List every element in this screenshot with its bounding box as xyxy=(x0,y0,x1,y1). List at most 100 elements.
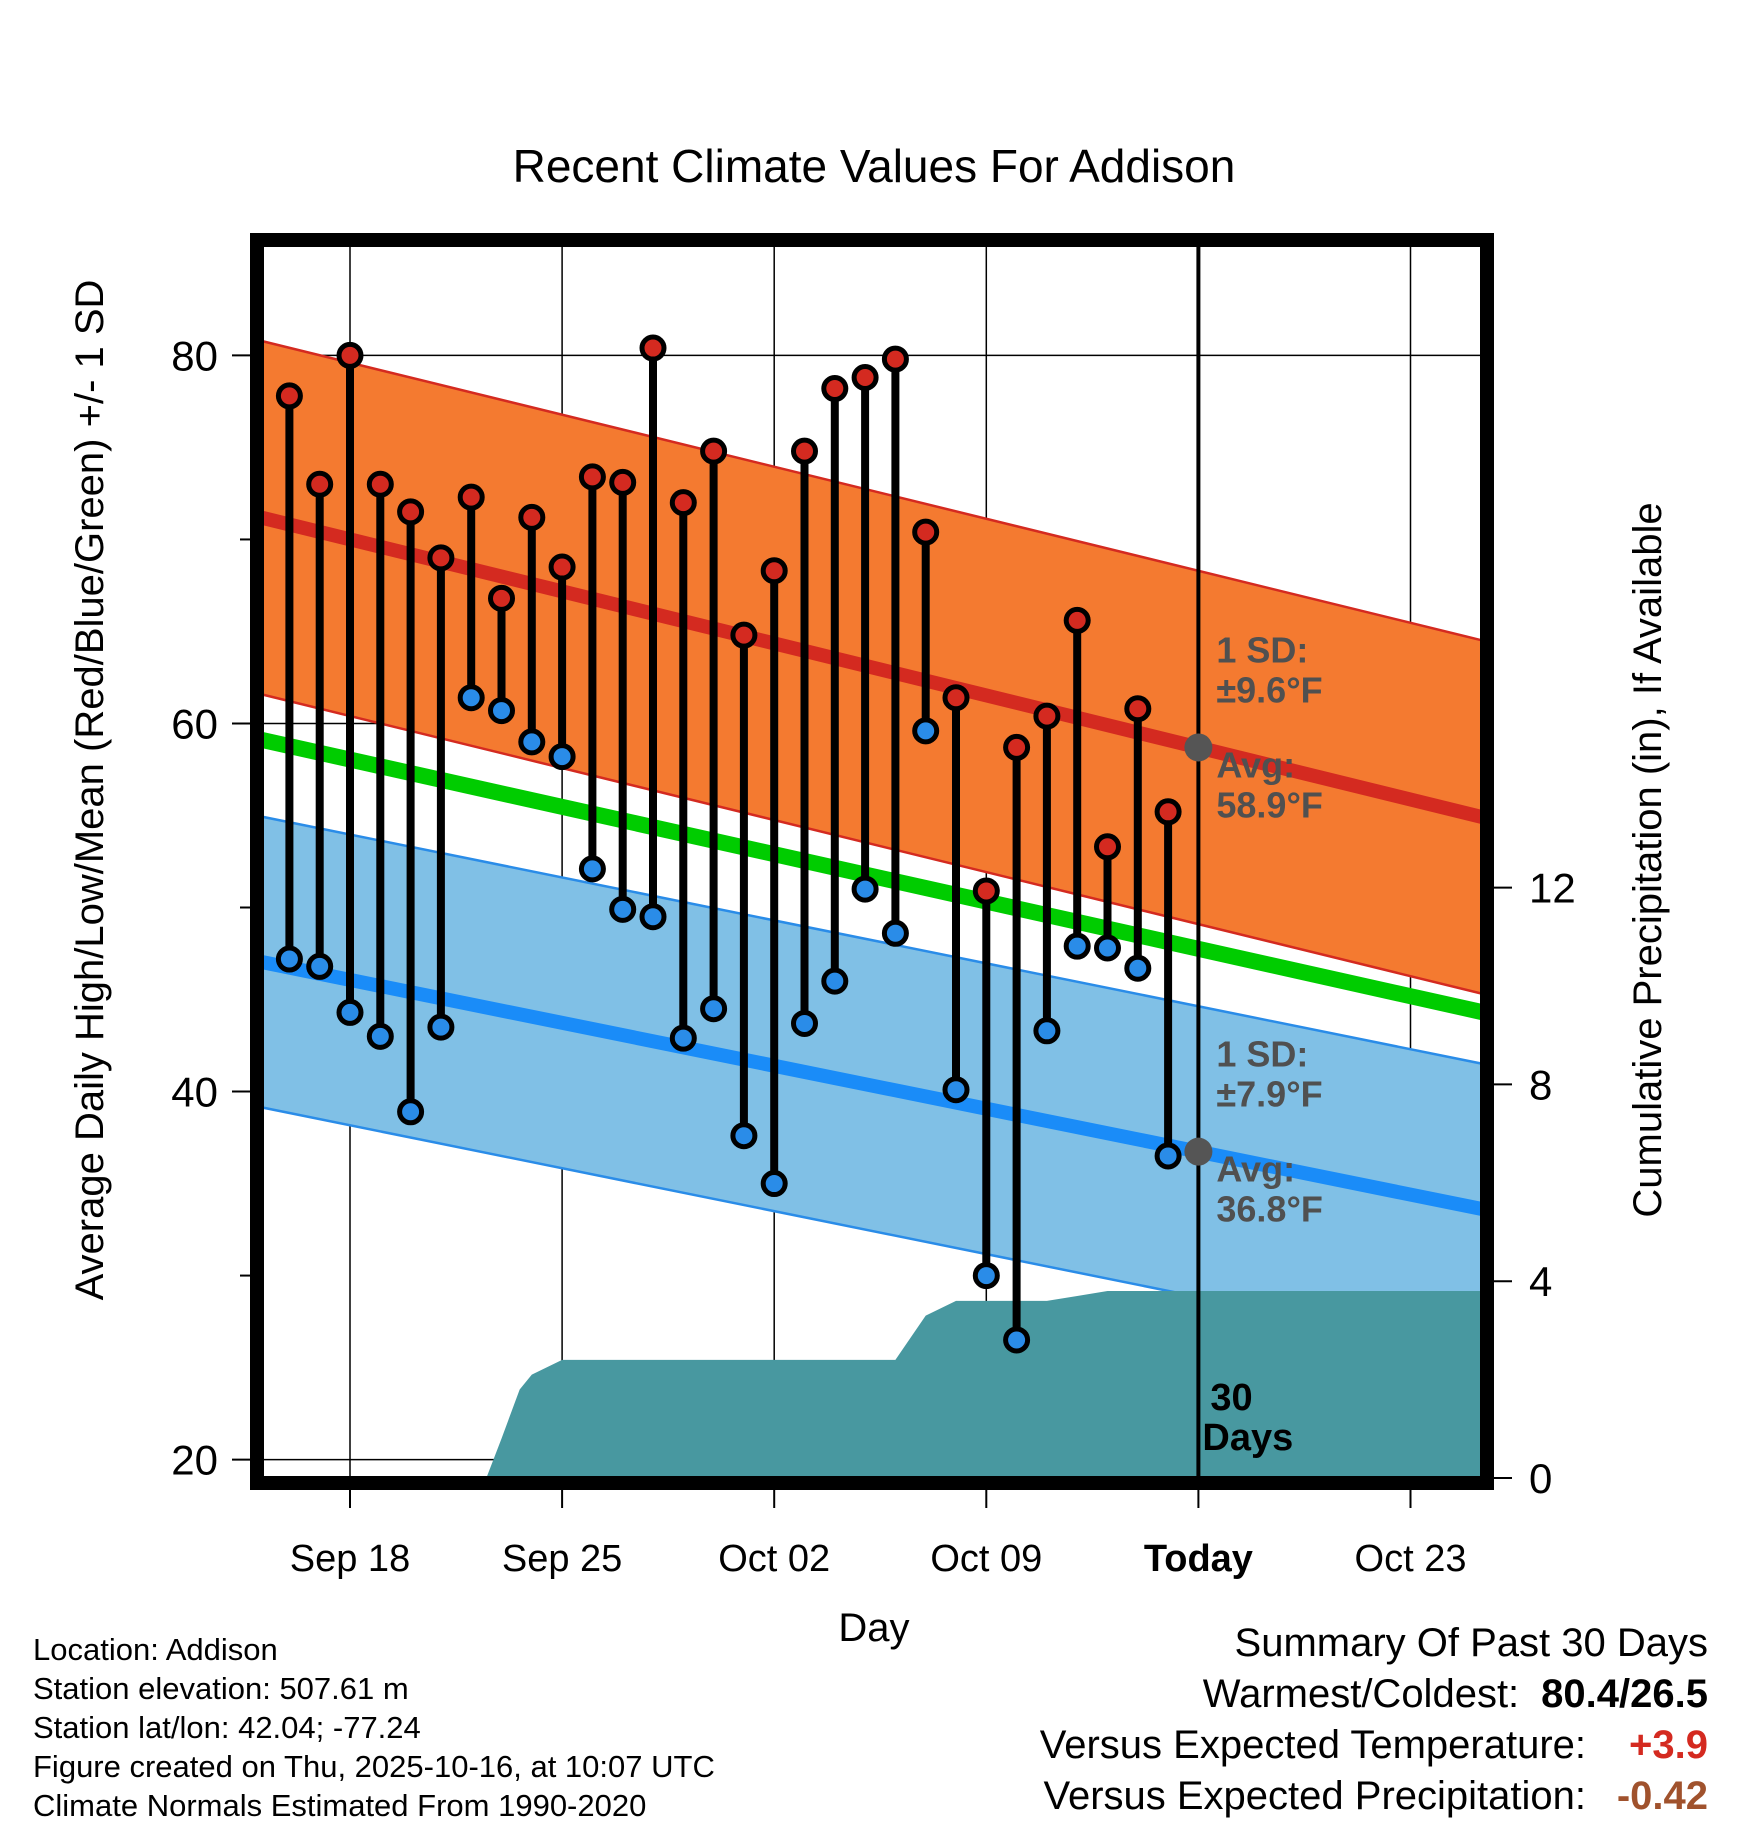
daily-low-point xyxy=(336,998,364,1026)
daily-high-point xyxy=(1033,702,1061,730)
daily-high-point xyxy=(942,684,970,712)
daily-high-point xyxy=(336,341,364,369)
summary-title: Summary Of Past 30 Days xyxy=(1234,1621,1708,1665)
summary-precip-value: -0.42 xyxy=(1616,1774,1708,1818)
high-band-lower-edge xyxy=(262,693,1482,995)
daily-high-point xyxy=(488,584,515,612)
days-count-number: 30 xyxy=(1210,1377,1252,1419)
daily-high-point xyxy=(791,437,818,465)
daily-low-point xyxy=(1094,934,1121,962)
x-tick-label: Oct 23 xyxy=(1355,1538,1467,1580)
daily-high-point xyxy=(972,877,1000,905)
summary-warmest-row: Warmest/Coldest: 80.4/26.5 xyxy=(1203,1669,1708,1719)
daily-low-point xyxy=(1154,1142,1182,1170)
daily-low-point xyxy=(881,919,909,947)
days-count-word: Days xyxy=(1202,1417,1293,1459)
daily-high-point xyxy=(397,498,425,526)
low-sd-value: ±7.9°F xyxy=(1216,1074,1322,1115)
summary-warmest-value: 80.4/26.5 xyxy=(1541,1672,1708,1716)
daily-low-point xyxy=(1003,1326,1031,1354)
daily-high-point xyxy=(700,437,728,465)
daily-low-point xyxy=(700,995,728,1023)
daily-high-point xyxy=(1094,833,1121,861)
summary-warmest-label: Warmest/Coldest: xyxy=(1202,1672,1520,1716)
daily-high-point xyxy=(639,334,667,362)
daily-low-point xyxy=(427,1013,455,1041)
daily-high-point xyxy=(1003,733,1031,761)
daily-low-point xyxy=(821,967,849,995)
daily-high-point xyxy=(821,375,849,403)
daily-low-point xyxy=(457,684,485,712)
daily-low-point xyxy=(609,895,637,923)
x-tick-label: Sep 25 xyxy=(502,1538,622,1580)
plot-frame xyxy=(250,233,1494,1490)
chart-title: Recent Climate Values For Addison xyxy=(513,140,1236,192)
info-created: Figure created on Thu, 2025-10-16, at 10… xyxy=(33,1749,715,1784)
info-location: Location: Addison xyxy=(33,1632,278,1667)
daily-low-point xyxy=(730,1122,758,1150)
high-band-upper-edge xyxy=(262,339,1482,642)
daily-high-point xyxy=(1063,606,1091,634)
y2-tick-label: 12 xyxy=(1529,865,1576,912)
x-tick-label: Sep 18 xyxy=(290,1538,410,1580)
daily-low-point xyxy=(578,855,606,883)
daily-low-point xyxy=(366,1022,394,1050)
daily-low-point xyxy=(942,1076,970,1104)
y2-tick-label: 0 xyxy=(1529,1455,1552,1502)
daily-high-point xyxy=(730,621,758,649)
y-tick-label: 20 xyxy=(171,1437,218,1484)
info-elevation: Station elevation: 507.61 m xyxy=(33,1671,409,1706)
daily-low-point xyxy=(639,903,667,931)
high-avg-label: Avg: xyxy=(1216,744,1295,785)
daily-low-point xyxy=(518,728,546,756)
daily-low-point xyxy=(1033,1017,1061,1045)
y-axis-label: Average Daily High/Low/Mean (Red/Blue/Gr… xyxy=(68,280,112,1301)
mean-normal-line xyxy=(262,731,1482,1021)
low-avg-value: 36.8°F xyxy=(1216,1189,1322,1230)
x-tick-label: Oct 02 xyxy=(718,1538,830,1580)
daily-low-point xyxy=(548,743,576,771)
summary-temp-row: Versus Expected Temperature: +3.9 xyxy=(1040,1720,1708,1770)
y-tick-label: 40 xyxy=(171,1069,218,1116)
low-band-upper-edge xyxy=(262,815,1482,1065)
daily-high-point xyxy=(609,468,637,496)
low-avg-label: Avg: xyxy=(1216,1149,1295,1190)
daily-high-point xyxy=(669,489,697,517)
today-low-normal-marker xyxy=(1184,1137,1213,1166)
daily-low-point xyxy=(851,875,879,903)
high-sd-label: 1 SD: xyxy=(1216,629,1308,670)
daily-low-point xyxy=(760,1170,788,1198)
y2-axis-label: Cumulative Precipitation (in), If Availa… xyxy=(1626,502,1670,1217)
daily-high-point xyxy=(760,557,788,585)
daily-high-point xyxy=(306,470,334,498)
y2-tick-label: 8 xyxy=(1529,1061,1552,1108)
info-latlon: Station lat/lon: 42.04; -77.24 xyxy=(33,1710,421,1745)
x-tick-label-today: Today xyxy=(1144,1538,1253,1580)
daily-high-point xyxy=(366,470,394,498)
daily-high-point xyxy=(275,382,303,410)
daily-high-point xyxy=(881,345,909,373)
today-high-normal-marker xyxy=(1184,733,1213,762)
daily-high-point xyxy=(912,518,940,546)
daily-high-point xyxy=(1154,798,1182,826)
daily-low-point xyxy=(972,1262,1000,1290)
summary-temp-label: Versus Expected Temperature: xyxy=(1039,1723,1586,1767)
high-sd-value: ±9.6°F xyxy=(1216,669,1322,710)
low-sd-label: 1 SD: xyxy=(1216,1034,1308,1075)
daily-low-point xyxy=(669,1024,697,1052)
y-tick-label: 60 xyxy=(171,700,218,747)
daily-high-point xyxy=(518,503,546,531)
daily-low-point xyxy=(791,1009,818,1037)
low-normal-line xyxy=(262,954,1482,1217)
daily-high-point xyxy=(1124,695,1152,723)
daily-high-point xyxy=(578,463,606,491)
daily-high-point xyxy=(427,544,455,572)
info-normals: Climate Normals Estimated From 1990-2020 xyxy=(33,1788,647,1823)
daily-low-point xyxy=(275,945,303,973)
daily-low-point xyxy=(1124,954,1152,982)
daily-low-point xyxy=(397,1098,425,1126)
x-axis-label: Day xyxy=(838,1606,909,1650)
high-avg-value: 58.9°F xyxy=(1216,784,1322,825)
